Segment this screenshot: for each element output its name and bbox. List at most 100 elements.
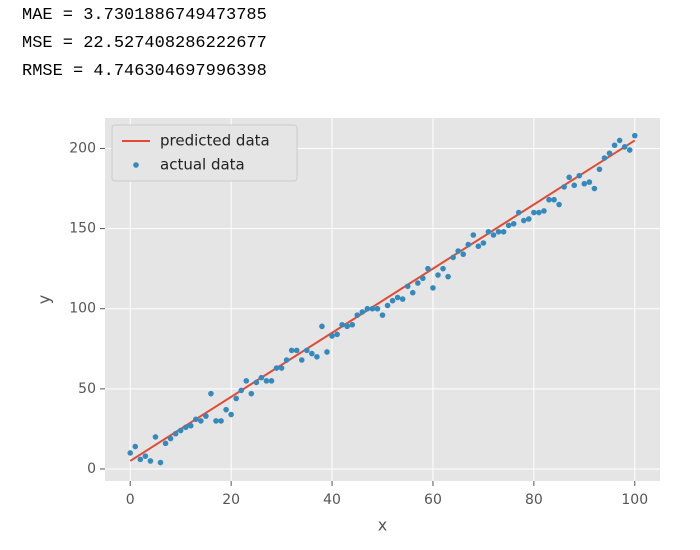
data-point (389, 297, 396, 304)
x-tick-label: 60 (424, 492, 442, 508)
y-axis-label: y (35, 295, 54, 304)
data-point (193, 416, 199, 423)
data-point (576, 172, 583, 179)
data-point (218, 418, 224, 424)
data-point (142, 453, 149, 459)
data-point (616, 137, 623, 144)
data-point (526, 216, 532, 222)
data-point (596, 166, 603, 173)
data-point (329, 333, 335, 339)
data-point (415, 280, 421, 286)
data-point (187, 422, 194, 429)
y-tick-label: 150 (69, 221, 96, 237)
data-point (167, 435, 174, 442)
data-point (430, 285, 436, 291)
regression-line (129, 139, 636, 462)
data-point (465, 241, 472, 248)
data-point (566, 174, 572, 181)
data-point (127, 450, 134, 456)
data-point (621, 144, 628, 150)
data-point (152, 434, 159, 440)
data-point (278, 365, 285, 371)
x-tick-label: 80 (525, 492, 543, 508)
data-point (273, 365, 280, 371)
data-point (157, 459, 164, 466)
output-line: MAE = 3.7301886749473785 (22, 6, 267, 25)
data-point (208, 390, 214, 397)
data-point (132, 443, 139, 450)
data-point (394, 294, 401, 301)
data-point (581, 180, 588, 187)
data-point (334, 331, 340, 338)
x-tick-label: 100 (621, 492, 648, 508)
data-point (536, 209, 542, 216)
data-point (349, 321, 356, 328)
data-point (420, 275, 426, 282)
data-point (172, 430, 179, 437)
data-point (213, 418, 219, 424)
data-point (339, 321, 345, 328)
data-point (182, 424, 189, 431)
output-line: RMSE = 4.746304697996398 (22, 62, 267, 81)
data-point (324, 349, 330, 355)
data-point (455, 248, 461, 254)
data-point (515, 209, 522, 216)
data-point (203, 413, 209, 419)
data-point (450, 254, 456, 261)
data-point (364, 305, 371, 312)
data-point (228, 411, 234, 418)
y-tick-label: 200 (69, 140, 96, 156)
data-point (440, 265, 446, 272)
data-point (561, 184, 567, 190)
data-point (304, 347, 310, 354)
data-point (223, 406, 229, 413)
data-point (601, 155, 608, 161)
data-point (409, 289, 416, 296)
data-point (591, 185, 598, 192)
data-point (268, 378, 275, 384)
data-point (606, 150, 613, 157)
legend-marker (133, 162, 139, 168)
data-point (238, 387, 245, 394)
x-tick-label: 40 (323, 492, 341, 508)
data-point (425, 265, 431, 272)
data-point (495, 228, 502, 235)
x-tick-label: 0 (126, 492, 135, 508)
data-point (309, 350, 315, 357)
data-point (404, 283, 411, 290)
y-tick-label: 0 (87, 461, 96, 477)
data-point (445, 273, 451, 280)
data-point (571, 182, 578, 189)
data-point (631, 132, 638, 139)
y-tick-label: 50 (78, 381, 96, 397)
data-point (475, 243, 482, 250)
data-point (344, 323, 350, 330)
data-point (137, 456, 144, 463)
data-point (384, 302, 391, 309)
data-point (288, 347, 295, 354)
data-point (480, 240, 487, 246)
legend-label: predicted data (160, 132, 270, 150)
data-point (359, 309, 366, 315)
data-point (248, 390, 255, 397)
data-point (470, 232, 477, 238)
data-point (293, 347, 300, 354)
legend-box (111, 124, 298, 182)
data-point (531, 209, 537, 216)
data-point (520, 217, 527, 224)
data-point (505, 222, 512, 229)
data-point (177, 427, 184, 434)
data-point (379, 312, 386, 318)
data-point (258, 374, 265, 381)
x-tick-label: 20 (222, 492, 240, 508)
data-point (541, 208, 547, 214)
data-point (298, 357, 305, 363)
data-point (314, 353, 320, 360)
data-point (556, 201, 562, 208)
data-point (586, 179, 593, 185)
data-point (253, 379, 260, 386)
data-point (369, 305, 376, 312)
data-point (319, 323, 325, 330)
